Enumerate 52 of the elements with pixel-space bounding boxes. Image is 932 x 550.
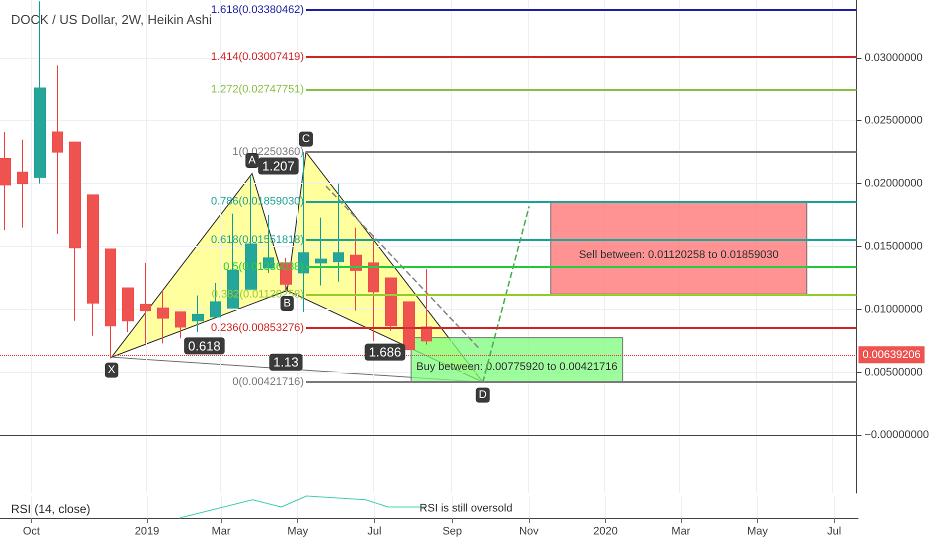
ref-line-label: 1.414(0.03007419): [211, 50, 304, 63]
x-tick-label: Mar: [671, 526, 691, 538]
x-tick-label: Mar: [212, 526, 231, 538]
annotation: A: [248, 154, 256, 167]
x-tick-label: May: [747, 526, 768, 538]
candlestick: [17, 139, 28, 228]
candlestick: [157, 290, 169, 344]
candlestick: [0, 132, 11, 231]
annotation: D: [478, 389, 487, 402]
ref-line-label: 0(0.00421716): [232, 376, 304, 388]
ref-line-label: 1.618(0.03380462): [211, 4, 304, 16]
annotation: B: [283, 298, 291, 310]
x-tick-label: Sep: [442, 526, 462, 538]
y-tick-label: 0.02500000: [864, 114, 923, 127]
annotation: 1.207: [262, 158, 295, 174]
candlestick: [52, 64, 63, 234]
x-tick-label: Oct: [22, 526, 40, 538]
annotation: X: [108, 364, 116, 376]
y-tick-label: 0.00500000: [864, 366, 923, 378]
annotation: 0.618: [188, 338, 221, 354]
candlestick: [122, 288, 134, 333]
annotation: RSI is still oversold: [420, 502, 512, 514]
candlestick: [140, 262, 151, 344]
y-tick-label: −0.00000000: [864, 429, 930, 442]
candlestick: [192, 295, 204, 333]
x-tick-label: 2019: [134, 526, 160, 538]
annotation: 1.13: [273, 354, 299, 370]
x-tick-label: 2020: [593, 526, 618, 538]
y-tick-label: 0.02000000: [864, 178, 923, 190]
band-label: Sell between: 0.01120258 to 0.01859030: [578, 248, 779, 261]
x-tick-label: Nov: [519, 526, 540, 538]
candlestick: [87, 194, 99, 336]
y-tick-label: 0.01000000: [864, 303, 923, 316]
candlestick: [69, 142, 81, 322]
text: RSI (14, close): [11, 502, 90, 516]
annotation: C: [302, 133, 310, 146]
annotation: 1.686: [368, 344, 402, 360]
candlestick: [368, 234, 379, 342]
candlestick: [403, 301, 415, 350]
x-tick-label: May: [287, 526, 309, 538]
ref-line-label: 0.00639206: [862, 348, 921, 361]
candlestick: [421, 268, 432, 346]
candlestick: [350, 227, 362, 312]
band-label: Buy between: 0.00775920 to 0.00421716: [416, 360, 618, 373]
candlestick: [385, 277, 397, 332]
ref-line-label: 0.236(0.00853276): [211, 322, 304, 334]
ref-line-label: 1.272(0.02747751): [211, 84, 304, 96]
y-tick-label: 0.01500000: [864, 240, 923, 252]
y-tick-label: 0.03000000: [864, 52, 923, 64]
x-tick-label: Jul: [367, 526, 382, 538]
x-tick-label: Jul: [827, 526, 842, 538]
candlestick: [175, 311, 186, 339]
